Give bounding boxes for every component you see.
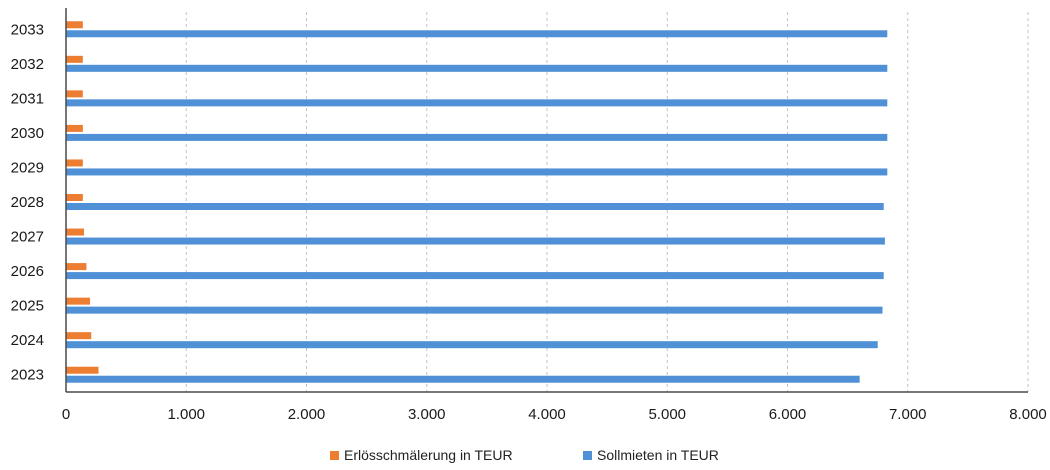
- bar-sollmieten-2029: [66, 168, 888, 176]
- bar-sollmieten-2031: [66, 99, 888, 107]
- x-tick-label: 8.000: [1009, 406, 1047, 423]
- bar-erloesschmaelerung-2031: [66, 90, 83, 98]
- bar-erloesschmaelerung-2028: [66, 194, 83, 201]
- y-tick-label: 2028: [11, 194, 44, 211]
- legend: Erlösschmälerung in TEUR Sollmieten in TE…: [330, 447, 719, 463]
- x-tick-label: 2.000: [288, 406, 326, 423]
- x-tick-label: 3.000: [408, 406, 446, 423]
- bar-sollmieten-2033: [66, 30, 888, 38]
- y-axis-tick-labels: 2023 2024 2025 2026 2027 2028 2029 2030 2031 2032…: [11, 21, 44, 383]
- bar-erloesschmaelerung-2023: [66, 366, 99, 374]
- bar-erloesschmaelerung-2025: [66, 297, 91, 305]
- y-tick-label: 2024: [11, 332, 44, 349]
- x-tick-label: 5.000: [648, 406, 686, 423]
- x-tick-label: 1.000: [167, 406, 205, 423]
- y-tick-label: 2031: [11, 90, 44, 107]
- y-tick-label: 2030: [11, 125, 44, 142]
- bar-erloesschmaelerung-2024: [66, 332, 92, 340]
- bar-erloesschmaelerung-2033: [66, 21, 83, 29]
- y-tick-label: 2023: [11, 367, 44, 384]
- y-tick-label: 2025: [11, 298, 44, 315]
- legend-swatch: [583, 451, 592, 460]
- axes: [65, 8, 1028, 393]
- bar-sollmieten-2024: [66, 341, 878, 349]
- bar-erloesschmaelerung-2029: [66, 159, 83, 167]
- y-tick-label: 2033: [11, 21, 44, 38]
- x-tick-label: 0: [62, 406, 70, 423]
- legend-label: Sollmieten in TEUR: [597, 447, 719, 463]
- bar-sollmieten-2026: [66, 272, 884, 280]
- y-tick-label: 2029: [11, 159, 44, 176]
- y-tick-label: 2032: [11, 56, 44, 73]
- legend-label: Erlösschmälerung in TEUR: [344, 447, 513, 463]
- x-tick-label: 4.000: [528, 406, 566, 423]
- bar-erloesschmaelerung-2026: [66, 263, 87, 271]
- y-tick-label: 2027: [11, 229, 44, 246]
- legend-swatch: [330, 451, 339, 460]
- bar-erloesschmaelerung-2027: [66, 228, 85, 236]
- bars: [66, 21, 888, 383]
- x-tick-label: 7.000: [889, 406, 927, 423]
- bar-sollmieten-2027: [66, 237, 885, 245]
- x-tick-label: 6.000: [769, 406, 807, 423]
- bar-sollmieten-2025: [66, 306, 883, 314]
- bar-sollmieten-2023: [66, 375, 860, 383]
- bar-sollmieten-2032: [66, 64, 888, 72]
- bar-sollmieten-2028: [66, 203, 884, 210]
- x-axis-tick-labels: 0 1.000 2.000 3.000 4.000 5.000 6.000 7.000 8.00…: [62, 406, 1047, 423]
- bar-sollmieten-2030: [66, 133, 888, 141]
- bar-erloesschmaelerung-2030: [66, 124, 83, 132]
- y-tick-label: 2026: [11, 263, 44, 280]
- bar-erloesschmaelerung-2032: [66, 55, 83, 63]
